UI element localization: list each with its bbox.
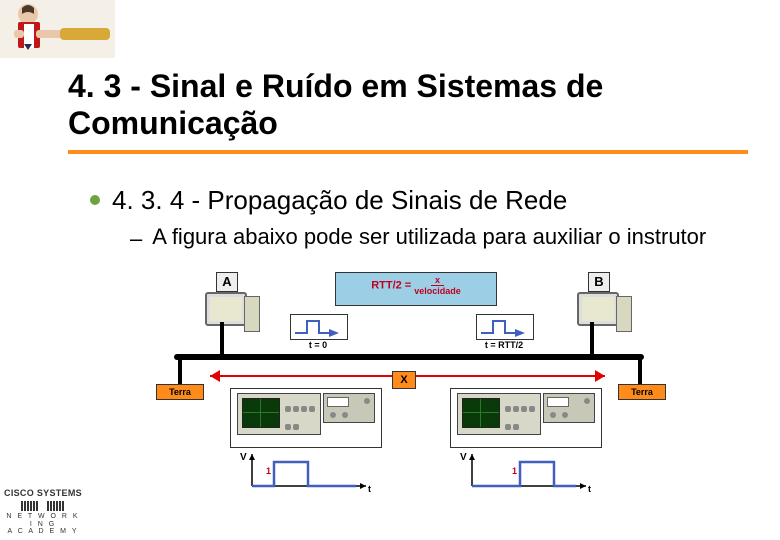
pulse-t1-box — [476, 314, 534, 340]
rtt-den: velocidade — [414, 286, 461, 296]
sub-bullet-text: A figura abaixo pode ser utilizada para … — [152, 224, 706, 250]
network-diagram: RTT/2 = xvelocidade A B Terra Terra t = … — [170, 268, 650, 498]
pulse-t0-label: t = 0 — [290, 340, 346, 350]
terra-left: Terra — [156, 384, 204, 400]
node-a-label: A — [216, 272, 238, 292]
bullet-text: 4. 3. 4 - Propagação de Sinais de Rede — [112, 185, 567, 216]
cable-drop-b — [590, 322, 594, 358]
networking-text: N E T W O R K I N G — [4, 513, 82, 528]
svg-text:t: t — [368, 484, 371, 494]
cable-ground-left — [178, 358, 182, 386]
x-label: X — [392, 371, 416, 389]
computer-b: B — [570, 276, 626, 326]
academy-text: A C A D E M Y — [4, 528, 82, 536]
rtt-prefix: RTT/2 = — [371, 280, 414, 292]
title-underline — [68, 150, 748, 154]
graph-left: V 1 t — [230, 450, 380, 494]
bullet-list: 4. 3. 4 - Propagação de Sinais de Rede –… — [90, 185, 750, 252]
svg-text:1: 1 — [512, 466, 517, 476]
rtt-formula-box: RTT/2 = xvelocidade — [335, 272, 497, 306]
pulse-t0-box — [290, 314, 348, 340]
cable-drop-a — [220, 322, 224, 358]
node-b-label: B — [588, 272, 610, 292]
svg-text:1: 1 — [266, 466, 271, 476]
cisco-logo: CISCO SYSTEMS N E T W O R K I N G A C A … — [4, 489, 82, 536]
cable-ground-right — [638, 358, 642, 386]
svg-text:V: V — [240, 452, 247, 463]
svg-text:V: V — [460, 452, 467, 463]
pulse-t1-label: t = RTT/2 — [476, 340, 532, 350]
computer-a: A — [198, 276, 254, 326]
rtt-num: x — [431, 275, 444, 286]
bullet-dot — [90, 195, 100, 205]
bullet-item: 4. 3. 4 - Propagação de Sinais de Rede — [90, 185, 750, 216]
network-cable — [174, 354, 644, 360]
instrument-left — [230, 388, 382, 448]
graph-right: V 1 t — [450, 450, 600, 494]
svg-text:t: t — [588, 484, 591, 494]
slide-title: 4. 3 - Sinal e Ruído em Sistemas de Comu… — [68, 68, 748, 142]
instrument-right — [450, 388, 602, 448]
sub-bullet-item: – A figura abaixo pode ser utilizada par… — [130, 224, 750, 252]
slide-title-block: 4. 3 - Sinal e Ruído em Sistemas de Comu… — [68, 68, 748, 154]
header-illustration — [0, 0, 115, 58]
sub-bullet-dash: – — [130, 226, 142, 252]
brand-text: CISCO SYSTEMS — [4, 489, 82, 499]
terra-right: Terra — [618, 384, 666, 400]
